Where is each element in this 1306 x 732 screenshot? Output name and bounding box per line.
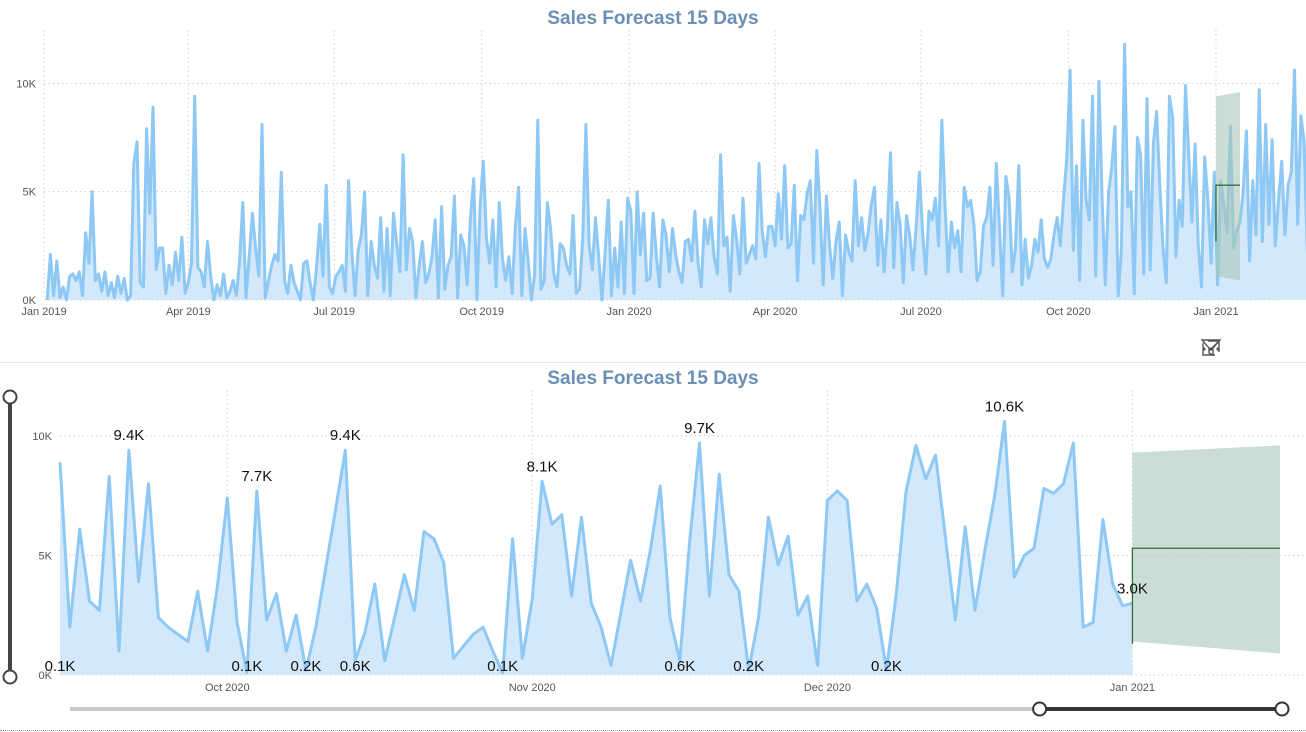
forecast-confidence-band (1132, 445, 1280, 654)
data-label: 7.7K (241, 468, 272, 485)
data-label: 0.2K (291, 658, 322, 675)
more-options-icon[interactable] (1202, 338, 1294, 358)
data-label: 0.1K (45, 658, 76, 675)
x-tick-label: Apr 2020 (753, 306, 798, 318)
forecast-line (1215, 184, 1240, 242)
forecast-confidence-band (1215, 92, 1240, 281)
data-label: 0.1K (487, 658, 518, 675)
x-tick-label: Jan 2019 (21, 306, 66, 318)
y-tick-label: 0K (23, 295, 37, 307)
data-label: 9.7K (684, 420, 715, 437)
x-tick-label: Nov 2020 (509, 682, 556, 694)
x-tick-label: Oct 2019 (459, 306, 504, 318)
x-tick-label: Oct 2020 (205, 682, 250, 694)
sales-line[interactable] (45, 42, 1306, 302)
data-label: 0.2K (871, 658, 902, 675)
top-forecast-chart: Sales Forecast 15 Days 0K 5K 10K Jan 2019 Ap… (0, 0, 1306, 330)
data-label: 9.4K (330, 427, 361, 444)
x-tick-label: Jul 2020 (900, 306, 942, 318)
sales-area-fill (60, 421, 1133, 675)
x-tick-label: Jan 2021 (1110, 682, 1155, 694)
x-tick-label: Dec 2020 (804, 682, 851, 694)
x-slider-handle-end[interactable] (1274, 701, 1290, 717)
page-bottom-border (0, 730, 1306, 731)
x-tick-label: Jul 2019 (313, 306, 355, 318)
bottom-chart-plot[interactable]: 0K 5K 10K Oct 2020 Nov 2020 Dec 2020 Jan 2021 0… (0, 362, 1306, 732)
y-slider-handle-bottom[interactable] (2, 669, 18, 685)
x-slider-handle-start[interactable] (1032, 701, 1048, 717)
y-tick-label: 10K (16, 78, 36, 90)
x-tick-label: Jan 2021 (1193, 306, 1238, 318)
y-tick-label: 0K (39, 670, 53, 682)
y-tick-label: 5K (23, 187, 37, 199)
x-tick-label: Apr 2019 (166, 306, 211, 318)
sales-line[interactable] (58, 420, 1133, 675)
y-tick-label: 10K (32, 431, 52, 443)
data-label: 10.6K (985, 399, 1024, 416)
data-label: 0.6K (664, 658, 695, 675)
top-chart-title: Sales Forecast 15 Days (547, 8, 759, 29)
x-tick-label: Jan 2020 (607, 306, 652, 318)
data-label: 3.0K (1117, 580, 1148, 597)
bottom-forecast-chart: Sales Forecast 15 Days 0K 5K 10K Oct 2020 No… (0, 362, 1306, 717)
data-label: 0.1K (232, 658, 263, 675)
y-slider-handle-top[interactable] (2, 389, 18, 405)
chart-divider (0, 362, 1306, 363)
forecast-line (1131, 547, 1280, 644)
x-tick-label: Oct 2020 (1046, 306, 1091, 318)
top-chart-plot[interactable]: 0K 5K 10K Jan 2019 Apr 2019 Jul 2019 Oct 2019 J… (0, 0, 1306, 330)
data-label: 0.2K (733, 658, 764, 675)
visual-header-toolbar (1200, 338, 1294, 358)
bottom-chart-title: Sales Forecast 15 Days (547, 368, 759, 389)
y-tick-label: 5K (39, 550, 53, 562)
focus-mode-icon[interactable] (1202, 338, 1258, 358)
data-label: 0.6K (340, 658, 371, 675)
data-label: 9.4K (113, 427, 144, 444)
data-label: 8.1K (527, 458, 558, 475)
